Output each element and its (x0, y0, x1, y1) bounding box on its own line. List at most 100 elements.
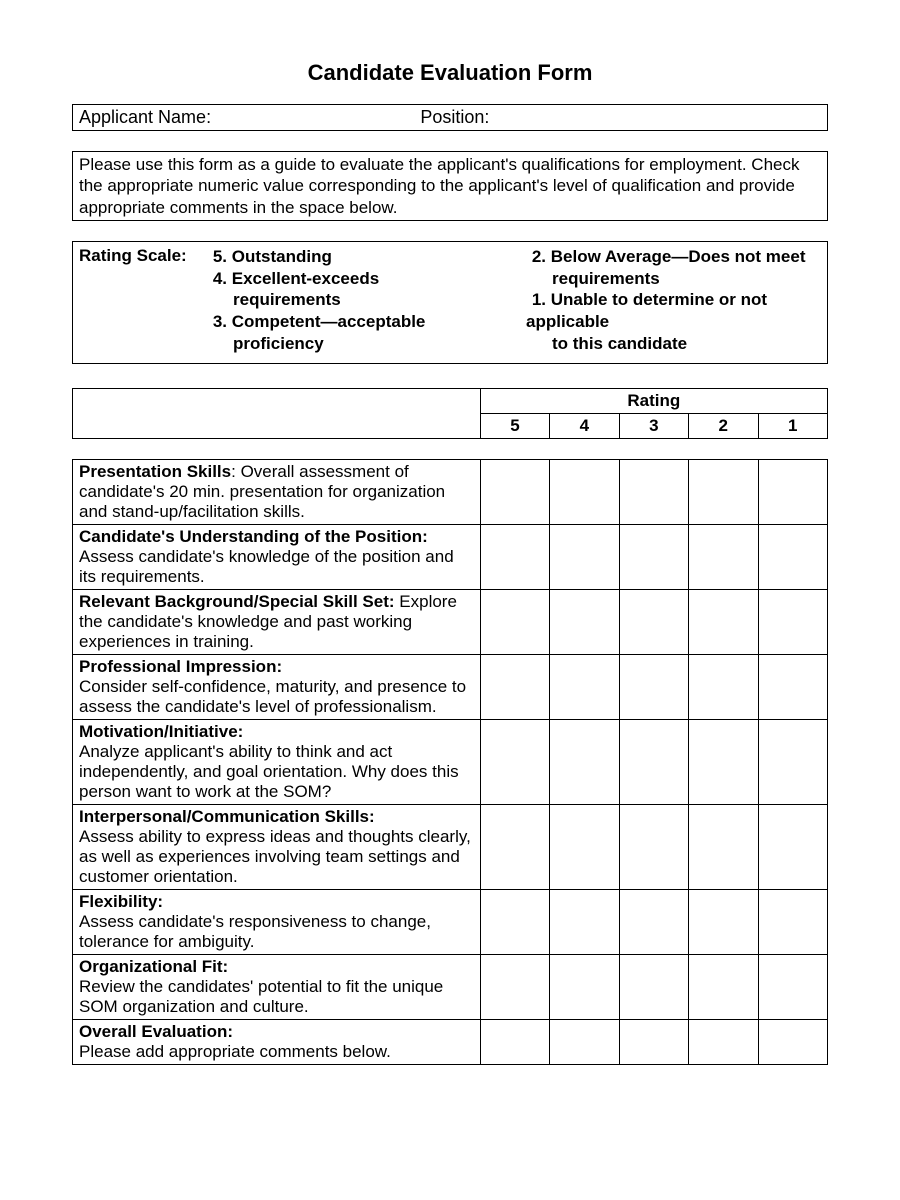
rating-header-table: Rating 5 4 3 2 1 (72, 388, 828, 439)
rating-cont: requirements (207, 289, 502, 311)
table-row: Relevant Background/Special Skill Set: E… (73, 589, 828, 654)
criterion-desc: Analyze applicant's ability to think and… (79, 742, 459, 801)
rating-checkbox-cell[interactable] (689, 654, 758, 719)
empty-header-cell (73, 388, 481, 438)
rating-checkbox-cell[interactable] (619, 719, 688, 804)
rating-num: 3. (207, 311, 227, 333)
form-title: Candidate Evaluation Form (72, 60, 828, 86)
table-row: Professional Impression:Consider self-co… (73, 654, 828, 719)
rating-scale-box: Rating Scale: 5. Outstanding 4. Excellen… (72, 241, 828, 364)
rating-checkbox-cell[interactable] (619, 889, 688, 954)
rating-checkbox-cell[interactable] (689, 524, 758, 589)
rating-checkbox-cell[interactable] (550, 954, 619, 1019)
criterion-title: Presentation Skills (79, 462, 231, 481)
criterion-cell: Interpersonal/Communication Skills:Asses… (73, 804, 481, 889)
rating-scale-item: 1. Unable to determine or not applicable (526, 289, 821, 333)
criterion-desc: Assess ability to express ideas and thou… (79, 827, 471, 886)
rating-checkbox-cell[interactable] (619, 524, 688, 589)
criterion-cell: Organizational Fit:Review the candidates… (73, 954, 481, 1019)
rating-checkbox-cell[interactable] (619, 654, 688, 719)
rating-col-1: 1 (758, 413, 827, 438)
rating-checkbox-cell[interactable] (689, 1019, 758, 1064)
criterion-desc: Assess candidate's knowledge of the posi… (79, 547, 454, 586)
rating-col-2: 2 (689, 413, 758, 438)
rating-checkbox-cell[interactable] (480, 1019, 549, 1064)
rating-text: Outstanding (232, 247, 332, 266)
rating-checkbox-cell[interactable] (550, 524, 619, 589)
rating-checkbox-cell[interactable] (550, 889, 619, 954)
rating-checkbox-cell[interactable] (619, 1019, 688, 1064)
criterion-cell: Overall Evaluation:Please add appropriat… (73, 1019, 481, 1064)
criterion-cell: Candidate's Understanding of the Positio… (73, 524, 481, 589)
criterion-desc: Assess candidate's responsiveness to cha… (79, 912, 431, 951)
rating-text: Below Average—Does not meet (551, 247, 806, 266)
rating-checkbox-cell[interactable] (550, 459, 619, 524)
rating-cont: to this candidate (526, 333, 821, 355)
criterion-title: Overall Evaluation: (79, 1022, 233, 1041)
criterion-sep: : (231, 462, 240, 481)
rating-checkbox-cell[interactable] (689, 804, 758, 889)
table-row: Interpersonal/Communication Skills:Asses… (73, 804, 828, 889)
criterion-desc: Please add appropriate comments below. (79, 1042, 391, 1061)
rating-cont: proficiency (207, 333, 502, 355)
rating-checkbox-cell[interactable] (480, 804, 549, 889)
rating-scale-item: 2. Below Average—Does not meet (526, 246, 821, 268)
rating-checkbox-cell[interactable] (480, 459, 549, 524)
rating-num: 5. (207, 246, 227, 268)
rating-checkbox-cell[interactable] (758, 459, 827, 524)
rating-checkbox-cell[interactable] (689, 459, 758, 524)
form-page: Candidate Evaluation Form Applicant Name… (0, 0, 900, 1105)
criterion-cell: Professional Impression:Consider self-co… (73, 654, 481, 719)
rating-checkbox-cell[interactable] (550, 654, 619, 719)
rating-checkbox-cell[interactable] (689, 954, 758, 1019)
rating-checkbox-cell[interactable] (758, 589, 827, 654)
rating-scale-item: 3. Competent—acceptable (207, 311, 502, 333)
rating-scale-item: 5. Outstanding (207, 246, 502, 268)
rating-checkbox-cell[interactable] (689, 889, 758, 954)
table-row: Presentation Skills: Overall assessment … (73, 459, 828, 524)
rating-checkbox-cell[interactable] (550, 1019, 619, 1064)
rating-header-cell: Rating (480, 388, 827, 413)
rating-checkbox-cell[interactable] (758, 954, 827, 1019)
rating-checkbox-cell[interactable] (758, 1019, 827, 1064)
rating-checkbox-cell[interactable] (758, 889, 827, 954)
rating-checkbox-cell[interactable] (550, 719, 619, 804)
rating-scale-left: 5. Outstanding 4. Excellent-exceeds requ… (207, 246, 502, 355)
rating-num: 1. (526, 289, 546, 311)
criterion-cell: Motivation/Initiative:Analyze applicant'… (73, 719, 481, 804)
rating-text: Competent—acceptable (232, 312, 426, 331)
rating-checkbox-cell[interactable] (480, 889, 549, 954)
criterion-title: Organizational Fit: (79, 957, 228, 976)
rating-checkbox-cell[interactable] (689, 589, 758, 654)
rating-checkbox-cell[interactable] (619, 459, 688, 524)
rating-checkbox-cell[interactable] (758, 719, 827, 804)
table-row: Flexibility:Assess candidate's responsiv… (73, 889, 828, 954)
rating-checkbox-cell[interactable] (758, 654, 827, 719)
rating-checkbox-cell[interactable] (619, 589, 688, 654)
rating-col-5: 5 (480, 413, 549, 438)
rating-checkbox-cell[interactable] (550, 589, 619, 654)
rating-scale-label: Rating Scale: (79, 246, 207, 355)
rating-cont: requirements (526, 268, 821, 290)
criterion-title: Interpersonal/Communication Skills: (79, 807, 375, 826)
rating-checkbox-cell[interactable] (689, 719, 758, 804)
rating-checkbox-cell[interactable] (758, 804, 827, 889)
rating-checkbox-cell[interactable] (480, 589, 549, 654)
criterion-title: Relevant Background/Special Skill Set: (79, 592, 395, 611)
rating-col-3: 3 (619, 413, 688, 438)
rating-checkbox-cell[interactable] (480, 719, 549, 804)
rating-checkbox-cell[interactable] (480, 524, 549, 589)
criterion-title: Professional Impression: (79, 657, 282, 676)
rating-checkbox-cell[interactable] (758, 524, 827, 589)
rating-text: Excellent-exceeds (232, 269, 379, 288)
rating-checkbox-cell[interactable] (550, 804, 619, 889)
rating-checkbox-cell[interactable] (619, 804, 688, 889)
position-label: Position: (420, 107, 821, 128)
rating-num: 4. (207, 268, 227, 290)
rating-scale-item: 4. Excellent-exceeds (207, 268, 502, 290)
instructions-box: Please use this form as a guide to evalu… (72, 151, 828, 221)
rating-num: 2. (526, 246, 546, 268)
rating-checkbox-cell[interactable] (480, 654, 549, 719)
rating-checkbox-cell[interactable] (619, 954, 688, 1019)
rating-checkbox-cell[interactable] (480, 954, 549, 1019)
